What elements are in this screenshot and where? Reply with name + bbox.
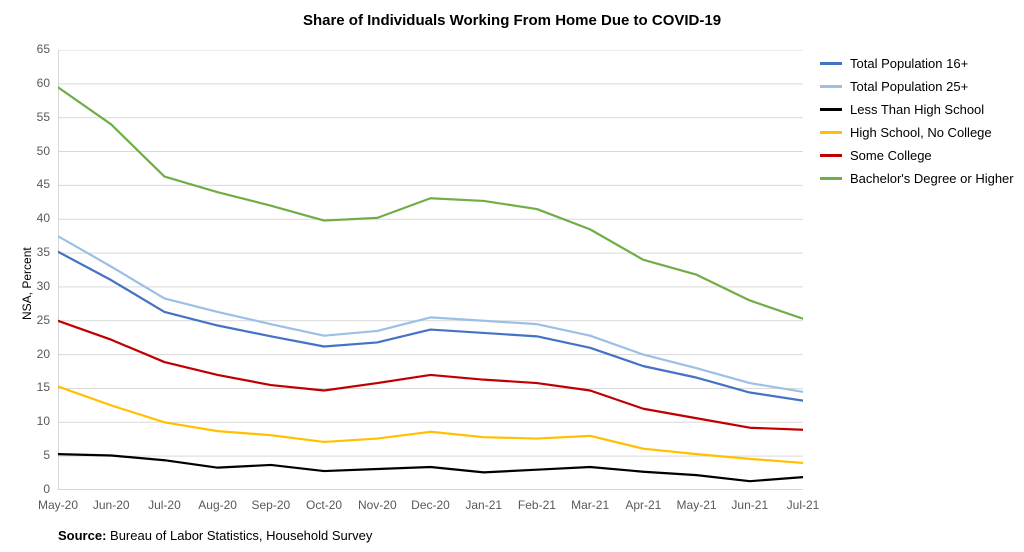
x-tick-label: May-20 [38, 498, 78, 512]
legend-swatch [820, 62, 842, 65]
y-tick-label: 5 [43, 448, 50, 462]
x-tick-label: Sep-20 [251, 498, 290, 512]
y-tick-label: 0 [43, 482, 50, 496]
x-tick-label: Mar-21 [571, 498, 609, 512]
legend-label: Total Population 16+ [850, 56, 968, 71]
x-tick-label: Feb-21 [518, 498, 556, 512]
legend-label: High School, No College [850, 125, 992, 140]
legend-item: Bachelor's Degree or Higher [820, 171, 1014, 186]
y-tick-label: 10 [37, 414, 50, 428]
x-tick-label: Jan-21 [465, 498, 502, 512]
y-tick-label: 40 [37, 211, 50, 225]
legend-label: Total Population 25+ [850, 79, 968, 94]
source-label: Source: [58, 528, 106, 543]
y-tick-label: 30 [37, 279, 50, 293]
legend-swatch [820, 154, 842, 157]
x-tick-label: Jun-21 [731, 498, 768, 512]
y-tick-label: 60 [37, 76, 50, 90]
legend-swatch [820, 108, 842, 111]
legend-item: Less Than High School [820, 102, 1014, 117]
legend-label: Less Than High School [850, 102, 984, 117]
x-tick-label: Jul-20 [148, 498, 181, 512]
chart-container: Share of Individuals Working From Home D… [0, 0, 1024, 552]
x-tick-label: May-21 [677, 498, 717, 512]
legend-swatch [820, 85, 842, 88]
x-tick-label: Aug-20 [198, 498, 237, 512]
legend-swatch [820, 177, 842, 180]
y-tick-label: 50 [37, 144, 50, 158]
chart-title: Share of Individuals Working From Home D… [0, 12, 1024, 29]
legend-item: Total Population 16+ [820, 56, 1014, 71]
x-tick-label: Oct-20 [306, 498, 342, 512]
chart-plot-area [58, 50, 803, 490]
legend-label: Some College [850, 148, 932, 163]
legend-item: Some College [820, 148, 1014, 163]
x-tick-label: Jul-21 [787, 498, 820, 512]
legend-item: Total Population 25+ [820, 79, 1014, 94]
y-axis-label: NSA, Percent [20, 247, 34, 320]
x-tick-label: Dec-20 [411, 498, 450, 512]
y-tick-label: 55 [37, 110, 50, 124]
x-tick-label: Jun-20 [93, 498, 130, 512]
legend-label: Bachelor's Degree or Higher [850, 171, 1014, 186]
y-tick-label: 15 [37, 380, 50, 394]
y-tick-label: 65 [37, 42, 50, 56]
legend-swatch [820, 131, 842, 134]
source-text: Bureau of Labor Statistics, Household Su… [106, 528, 372, 543]
legend-item: High School, No College [820, 125, 1014, 140]
x-tick-label: Nov-20 [358, 498, 397, 512]
chart-source: Source: Bureau of Labor Statistics, Hous… [58, 528, 372, 543]
chart-legend: Total Population 16+ Total Population 25+… [820, 56, 1014, 194]
x-tick-label: Apr-21 [625, 498, 661, 512]
y-tick-label: 45 [37, 177, 50, 191]
y-tick-label: 25 [37, 313, 50, 327]
y-tick-label: 35 [37, 245, 50, 259]
y-tick-label: 20 [37, 347, 50, 361]
